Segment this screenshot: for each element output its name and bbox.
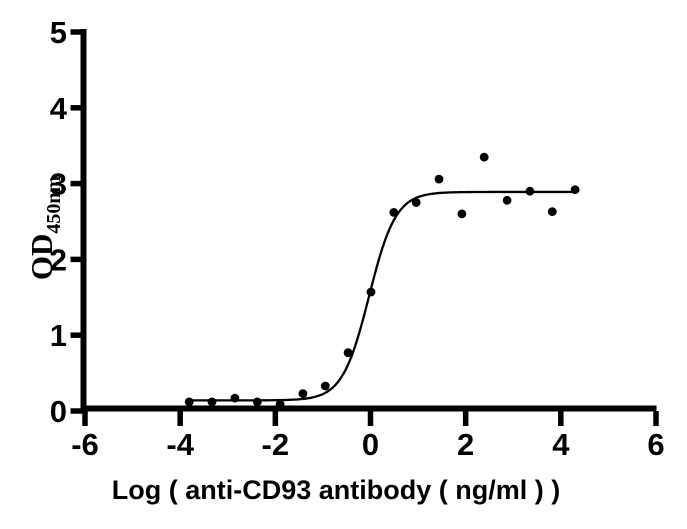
y-tick xyxy=(70,408,85,414)
y-axis-title: OD450nm xyxy=(24,176,65,281)
data-point xyxy=(570,185,580,195)
y-axis-line xyxy=(80,29,87,412)
data-point xyxy=(184,397,194,407)
x-tick-label: -2 xyxy=(262,427,290,462)
x-tick-label: 0 xyxy=(362,427,379,462)
fit-curve xyxy=(188,190,577,402)
x-tick xyxy=(272,411,279,426)
y-tick-label: 0 xyxy=(50,394,67,429)
y-tick-label: 4 xyxy=(50,91,68,126)
x-tick xyxy=(367,411,374,426)
y-tick xyxy=(70,256,85,263)
tick-labels: 0 1 2 3 4 5 -6 -4 -2 0 2 4 6 xyxy=(50,15,665,462)
y-tick-label: 3 xyxy=(50,167,67,202)
x-tick xyxy=(653,411,659,426)
data-point xyxy=(479,152,489,162)
data-point xyxy=(411,198,421,207)
x-tick-label: 6 xyxy=(647,427,664,462)
x-tick xyxy=(177,411,183,426)
tick-marks xyxy=(70,29,659,426)
x-tick-label: -6 xyxy=(71,427,99,462)
x-tick-label: 4 xyxy=(552,427,570,462)
x-axis-line xyxy=(80,405,657,412)
y-tick xyxy=(70,180,85,187)
data-point xyxy=(525,186,535,196)
y-axis-title-subscript: 450nm xyxy=(43,176,65,234)
y-tick xyxy=(70,332,85,338)
data-point xyxy=(252,397,262,407)
data-point xyxy=(366,287,376,297)
data-point xyxy=(343,348,353,357)
data-point xyxy=(298,389,308,398)
y-tick-label: 5 xyxy=(50,15,67,50)
y-tick xyxy=(70,29,85,35)
y-tick xyxy=(70,105,85,111)
data-point xyxy=(207,397,217,407)
x-tick-label: 2 xyxy=(457,427,474,462)
data-points xyxy=(184,152,580,409)
data-point xyxy=(457,209,467,219)
sigmoid-fit-path xyxy=(188,190,577,402)
data-point xyxy=(320,381,330,391)
y-tick-label: 2 xyxy=(50,242,67,277)
data-point xyxy=(502,195,512,205)
data-point xyxy=(230,393,240,403)
axes xyxy=(80,29,657,412)
x-tick xyxy=(82,411,88,426)
y-axis-title-main: OD xyxy=(24,234,59,281)
x-axis-title: Log ( anti-CD93 antibody ( ng/ml ) ) xyxy=(112,475,560,505)
data-point xyxy=(275,399,285,409)
data-point xyxy=(434,174,444,184)
x-tick xyxy=(558,411,564,426)
data-point xyxy=(389,208,399,217)
x-tick xyxy=(462,411,469,426)
x-tick-label: -4 xyxy=(166,427,194,462)
data-point xyxy=(547,207,557,217)
y-tick-label: 1 xyxy=(50,318,67,353)
